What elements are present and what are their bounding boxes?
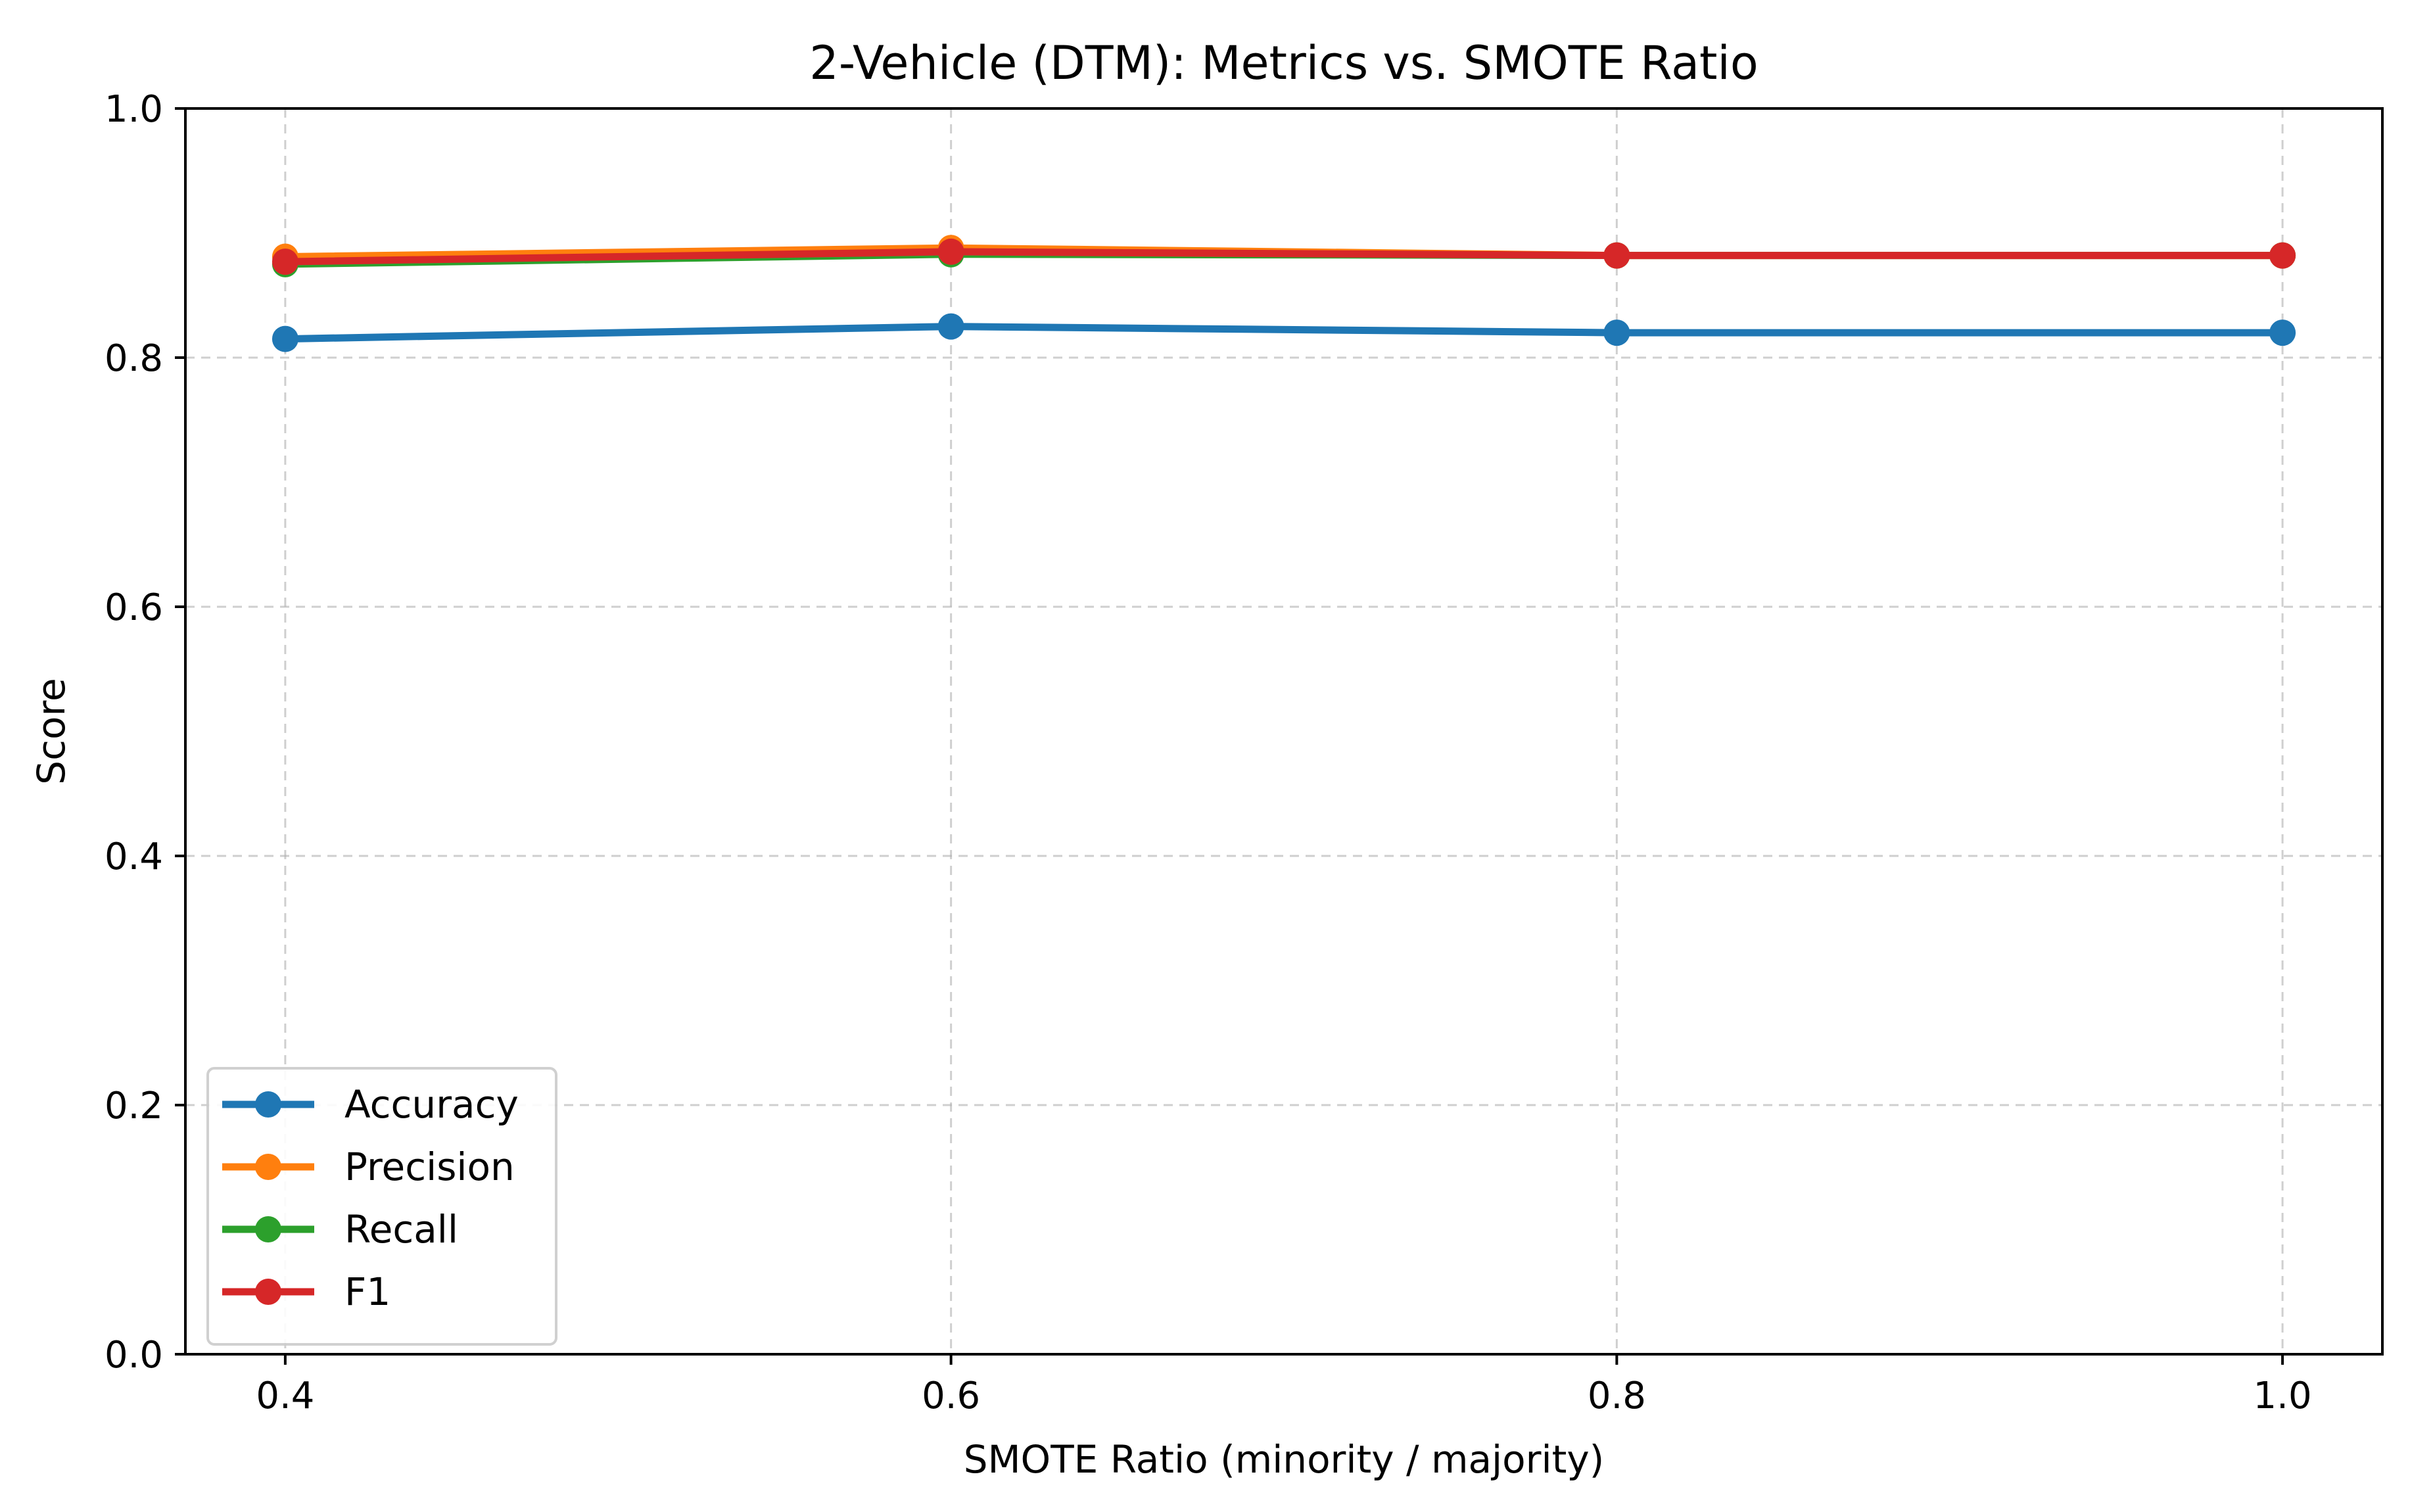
data-point-f1 (1603, 242, 1630, 269)
x-tick-label: 0.6 (922, 1375, 980, 1417)
series-accuracy (272, 313, 2296, 352)
plot-frame (184, 107, 2384, 1356)
y-tick-label: 0.4 (105, 836, 163, 878)
data-point-accuracy (2269, 319, 2296, 346)
legend-label-f1: F1 (344, 1269, 390, 1314)
data-point-f1 (937, 238, 964, 265)
data-point-accuracy (272, 325, 298, 352)
legend-marker-f1 (255, 1279, 281, 1305)
legend-box (206, 1067, 557, 1346)
legend-label-accuracy: Accuracy (344, 1082, 519, 1127)
chart-title: 2-Vehicle (DTM): Metrics vs. SMOTE Ratio (809, 36, 1758, 90)
x-tick-label: 1.0 (2254, 1375, 2312, 1417)
x-axis-label: SMOTE Ratio (minority / majority) (964, 1437, 1605, 1482)
legend-marker-recall (255, 1216, 281, 1242)
x-tick-label: 0.8 (1588, 1375, 1646, 1417)
y-tick-label: 0.8 (105, 337, 163, 380)
x-tick-label: 0.4 (256, 1375, 314, 1417)
legend-marker-precision (255, 1154, 281, 1180)
legend: Accuracy Precision Recall F1 (206, 1067, 557, 1346)
series-f1 (272, 238, 2296, 275)
y-axis-label: Score (29, 678, 74, 784)
y-tick-label: 0.6 (105, 586, 163, 629)
legend-label-precision: Precision (344, 1145, 515, 1189)
ticks-layer: 0.4 0.6 0.8 1.0 0.0 0.2 0.4 0.6 0.8 1.0 (105, 88, 2312, 1417)
y-tick-label: 0.2 (105, 1085, 163, 1127)
data-point-accuracy (937, 313, 964, 340)
y-tick-label: 0.0 (105, 1334, 163, 1377)
series-line-f1 (281, 248, 2286, 266)
series-line-accuracy (281, 323, 2286, 343)
data-point-f1 (2269, 242, 2296, 269)
y-tick-label: 1.0 (105, 88, 163, 131)
data-point-accuracy (1603, 319, 1630, 346)
series-layer (272, 235, 2296, 352)
legend-marker-accuracy (255, 1091, 281, 1118)
legend-label-recall: Recall (344, 1207, 458, 1252)
data-point-f1 (272, 248, 298, 275)
